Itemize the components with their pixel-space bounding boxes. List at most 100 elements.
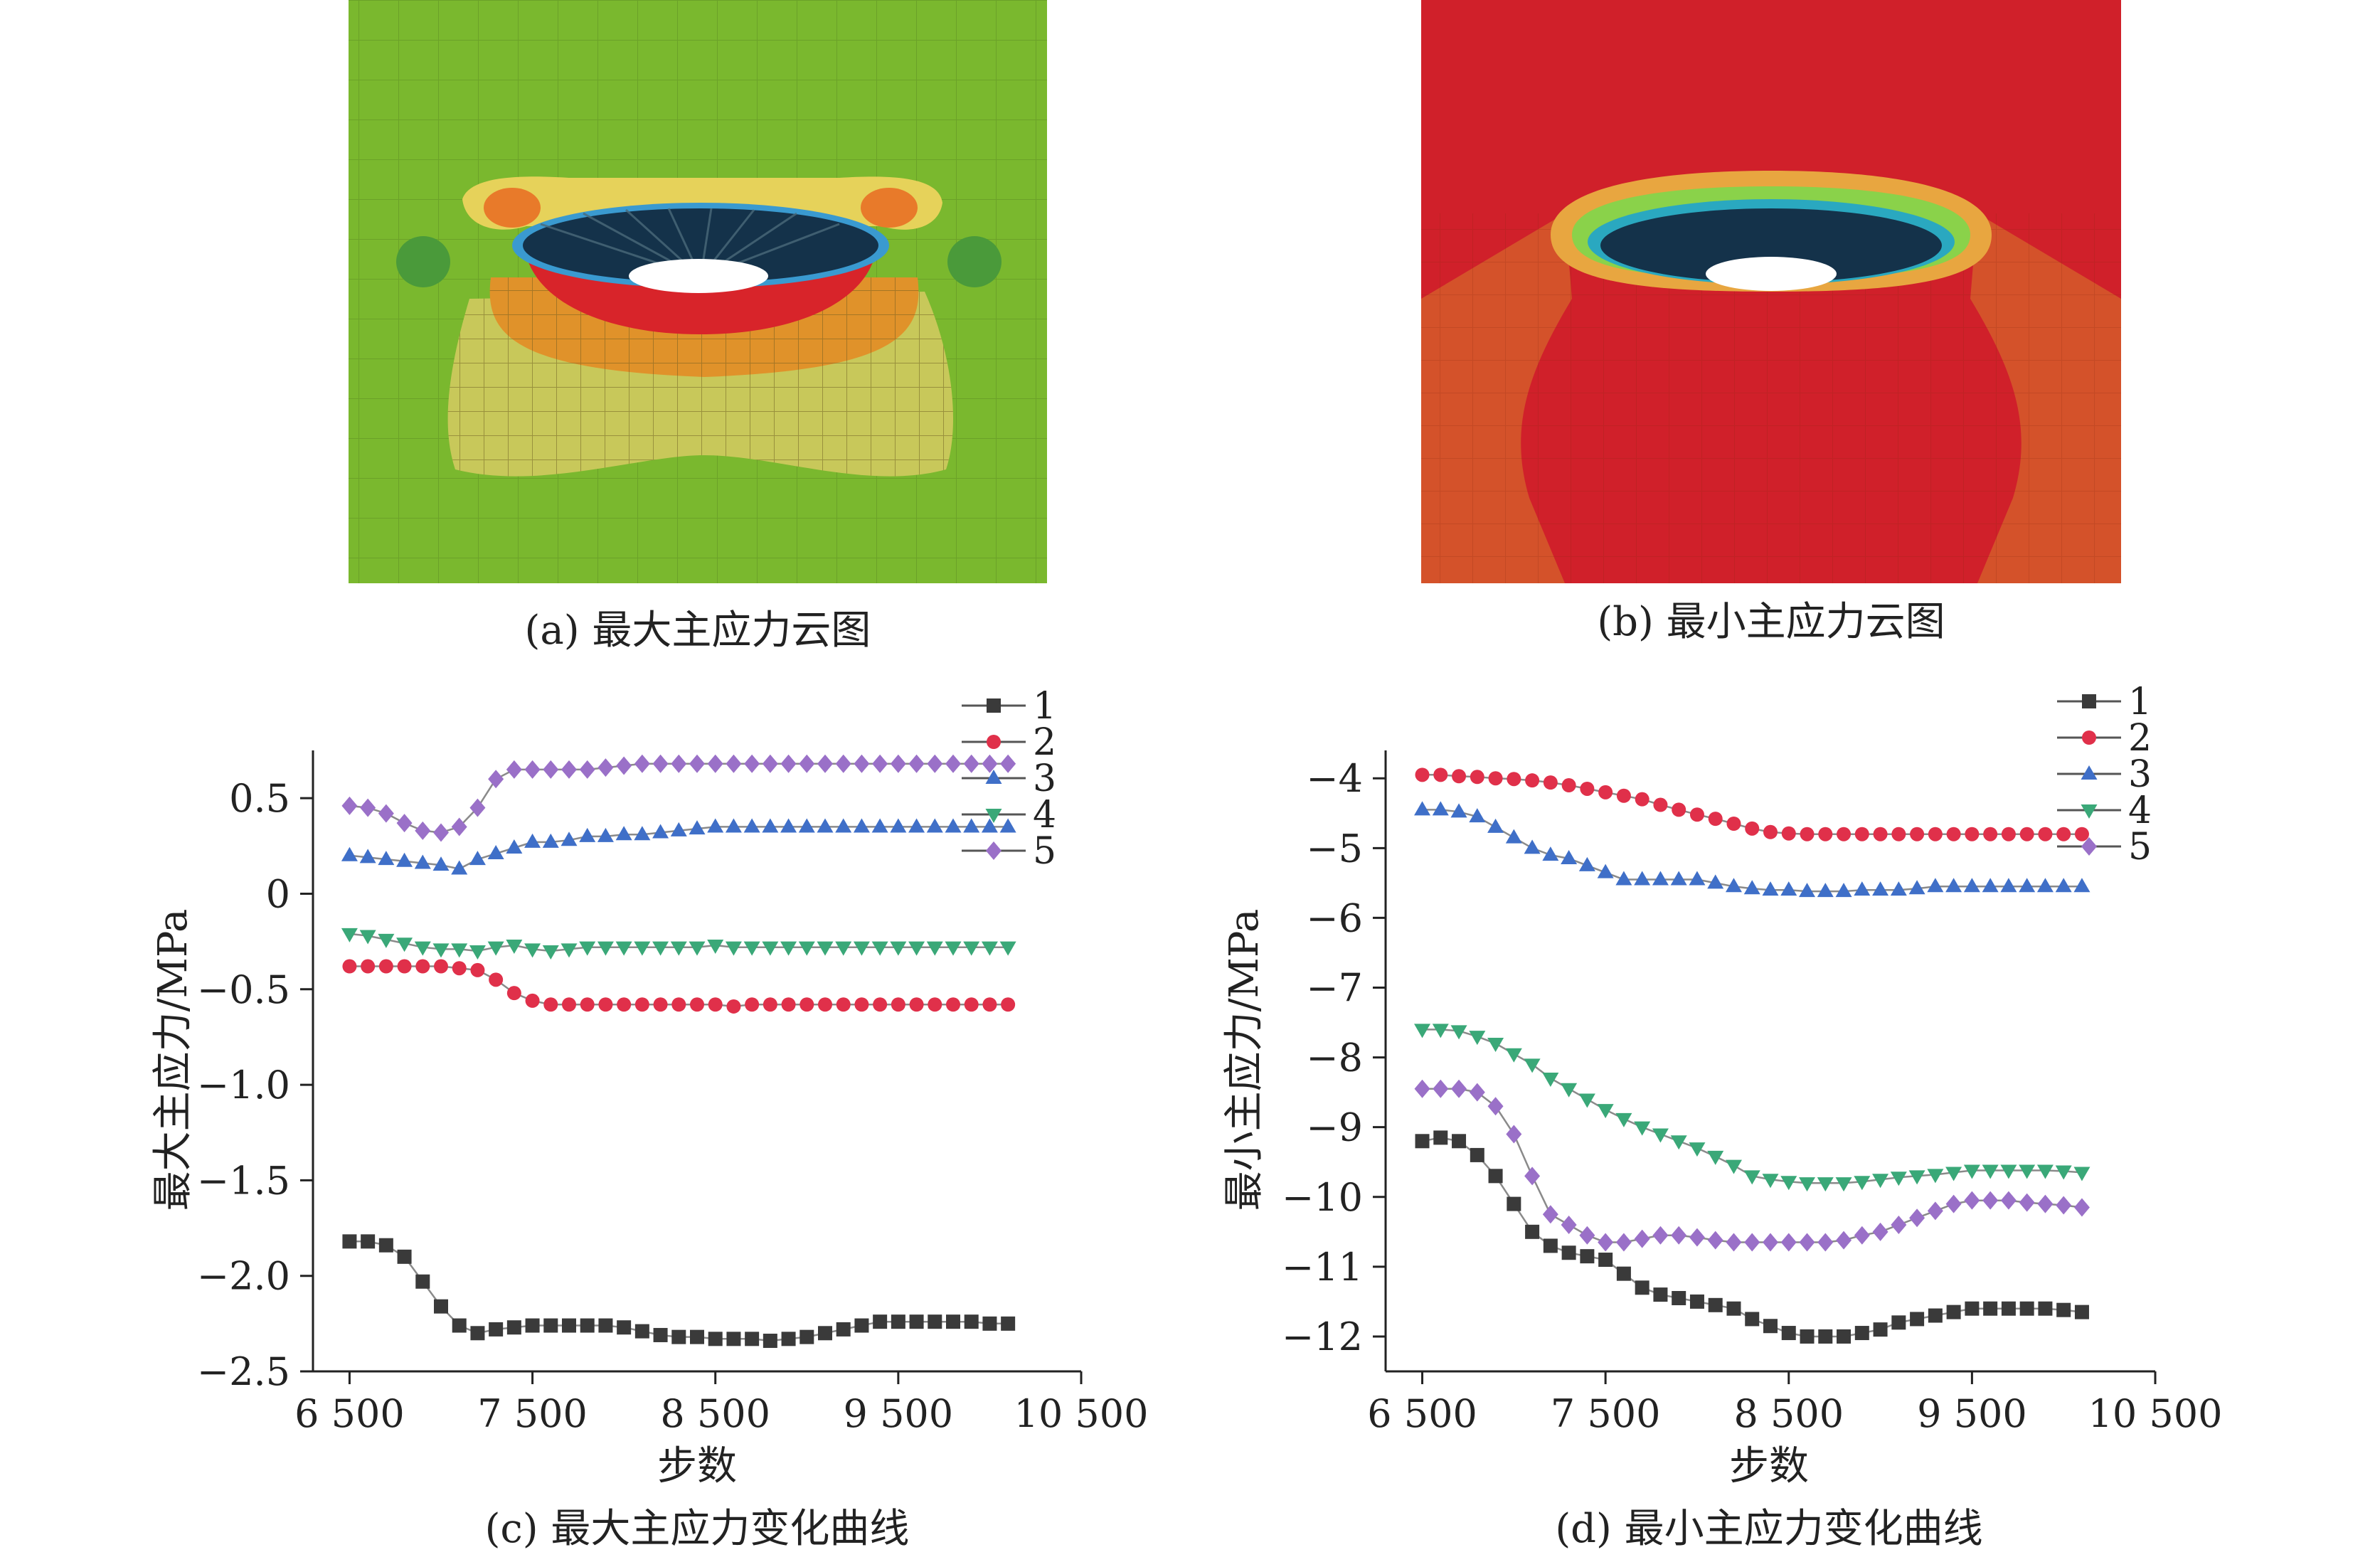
chart-d-series-4-point bbox=[1450, 1025, 1467, 1040]
chart-c-series-3-point bbox=[432, 856, 450, 871]
chart-c-series-2-point bbox=[818, 997, 832, 1012]
chart-d-series-4 bbox=[1414, 1024, 2091, 1192]
chart-d-series-2-point bbox=[1873, 827, 1888, 841]
chart-d-series-5-point bbox=[1927, 1201, 1943, 1221]
chart-d-series-1-point bbox=[1488, 1169, 1503, 1184]
chart-c-y-tick-label: −2.0 bbox=[197, 1254, 290, 1299]
chart-c-series-2-point bbox=[489, 972, 504, 987]
chart-d-series-5-point bbox=[1561, 1216, 1577, 1235]
chart-c-series-4 bbox=[341, 928, 1016, 960]
chart-c-series-3-point bbox=[926, 818, 943, 833]
chart-d-series-2-point bbox=[1689, 807, 1704, 822]
chart-d-series-5-point bbox=[2056, 1196, 2072, 1215]
chart-d-series-4-point bbox=[1927, 1169, 1944, 1184]
chart-d-series-1-point bbox=[1635, 1280, 1649, 1295]
chart-d-series-4-point bbox=[2036, 1164, 2054, 1179]
chart-d-legend-item-3: 3 bbox=[2057, 753, 2152, 796]
chart-c-series-4-point bbox=[487, 941, 504, 956]
chart-c-legend-item-5: 5 bbox=[962, 830, 1056, 873]
chart-c-series-3 bbox=[341, 818, 1016, 875]
chart-c-series-1-point bbox=[946, 1314, 960, 1329]
chart-d-series-3-point bbox=[1799, 883, 1816, 898]
chart-c-y-tick-label: −0.5 bbox=[197, 967, 290, 1012]
chart-c-series-5-point bbox=[762, 754, 778, 773]
chart-c-series-2-point bbox=[873, 997, 888, 1012]
chart-d-series-4-point bbox=[1963, 1164, 1980, 1179]
chart-c-series-3-point bbox=[487, 845, 504, 860]
chart-c-series-3-point bbox=[341, 846, 358, 861]
chart-d-series-5-point bbox=[1744, 1233, 1760, 1252]
chart-c-series-3-point bbox=[378, 851, 395, 866]
chart-d-series-3-point bbox=[1817, 883, 1834, 898]
chart-d-legend-label: 4 bbox=[2128, 790, 2152, 832]
chart-c-series-2-point bbox=[928, 997, 942, 1012]
chart-c-series-2-point bbox=[653, 997, 668, 1012]
chart-d-series-1-point bbox=[1946, 1305, 1961, 1319]
chart-d-series-4-point bbox=[1487, 1037, 1504, 1052]
chart-c-series-4-point bbox=[524, 943, 541, 958]
chart-c-series-5-point bbox=[543, 760, 559, 779]
chart-d-series-3-point bbox=[2073, 878, 2091, 893]
chart-d-series-3-point bbox=[1982, 878, 1999, 893]
chart-c-legend-label: 4 bbox=[1033, 794, 1056, 836]
chart-d-series-1-point bbox=[1745, 1312, 1760, 1327]
chart-d-series-5-point bbox=[2000, 1191, 2017, 1210]
chart-d-series-5-point bbox=[1707, 1231, 1723, 1250]
chart-d-series-1-point bbox=[2019, 1301, 2034, 1316]
chart-c-series-3-point bbox=[542, 833, 559, 848]
chart-c-series-4-point bbox=[689, 941, 706, 956]
chart-d-series-3-point bbox=[1743, 880, 1760, 895]
chart-c-series-4-point bbox=[798, 941, 815, 956]
chart-c-series-1-point bbox=[489, 1322, 504, 1337]
chart-d-series-1-point bbox=[2074, 1305, 2089, 1319]
chart-c-series-1-point bbox=[653, 1327, 668, 1342]
chart-c-series-1-point bbox=[891, 1314, 905, 1329]
chart-c-series-2-point bbox=[745, 997, 760, 1012]
chart-d-series-3-point bbox=[1652, 871, 1669, 886]
chart-c-legend-marker bbox=[985, 809, 1002, 823]
chart-c-x-tick-label: 6 500 bbox=[294, 1391, 405, 1436]
chart-c-series-2-point bbox=[397, 959, 412, 974]
chart-d-series-1-point bbox=[1415, 1134, 1430, 1149]
chart-c-x-tick-label: 7 500 bbox=[477, 1391, 588, 1436]
chart-d-series-4-point bbox=[1799, 1177, 1816, 1192]
chart-c-series-2-point bbox=[617, 997, 632, 1012]
chart-c-series-3-point bbox=[524, 833, 541, 848]
chart-c-series-4-point bbox=[707, 939, 724, 954]
chart-d-series-3-point bbox=[1469, 808, 1486, 823]
chart-d-series-4-point bbox=[1414, 1024, 1431, 1038]
chart-d-series-5-point bbox=[1836, 1231, 1852, 1250]
chart-d-series-1-point bbox=[1543, 1238, 1558, 1253]
chart-d-series-1-point bbox=[1433, 1130, 1448, 1145]
chart-c-series-2-point bbox=[690, 997, 704, 1012]
chart-c-series-4-point bbox=[359, 930, 376, 945]
chart-c-series-5-point bbox=[744, 754, 760, 773]
chart-d-series-5-point bbox=[1817, 1233, 1834, 1252]
chart-d-legend-marker bbox=[2081, 804, 2098, 819]
chart-d-series-1-point bbox=[1653, 1287, 1668, 1302]
chart-d-series-2-point bbox=[1452, 769, 1467, 784]
chart-c-series-2-point bbox=[799, 997, 814, 1012]
chart-d-series-3-point bbox=[1505, 829, 1522, 844]
chart-c-legend-marker bbox=[985, 770, 1002, 784]
chart-d-series-5-point bbox=[1891, 1216, 1907, 1235]
chart-c-series-3-point bbox=[743, 818, 760, 833]
chart-d-y-tick-label: −10 bbox=[1282, 1175, 1363, 1220]
chart-d-series-3-point bbox=[1725, 878, 1742, 893]
chart-c-series-1-point bbox=[452, 1318, 467, 1333]
chart-d-series-1-point bbox=[1854, 1326, 1869, 1341]
chart-c-series-1-point bbox=[415, 1274, 430, 1289]
chart-d-series-1-point bbox=[1672, 1291, 1686, 1306]
chart-d-series-4-point bbox=[1762, 1174, 1779, 1189]
chart-d-y-tick-label: −11 bbox=[1282, 1245, 1363, 1290]
chart-d-series-3-point bbox=[1963, 878, 1980, 893]
chart-d-series-1-point bbox=[1928, 1308, 1943, 1323]
chart-d-series-1-point bbox=[1726, 1301, 1741, 1316]
chart-c-legend-label: 5 bbox=[1033, 830, 1056, 873]
chart-c-series-5-point bbox=[524, 760, 541, 779]
chart-d-x-tick-label: 7 500 bbox=[1551, 1391, 1661, 1436]
chart-c-series-5-point bbox=[415, 821, 431, 840]
chart-c-series-5-point bbox=[707, 754, 723, 773]
chart-c-series-1-point bbox=[434, 1299, 448, 1314]
